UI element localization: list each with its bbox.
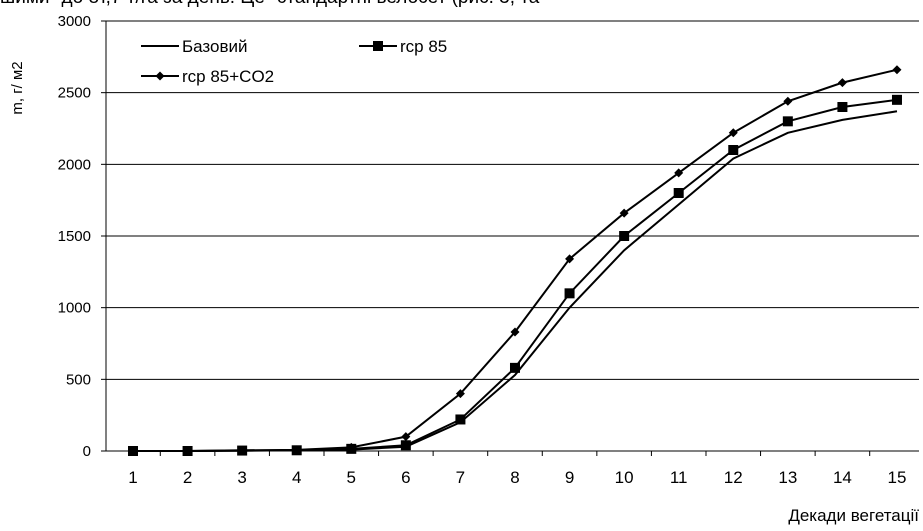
x-tick-label: 4 — [292, 468, 301, 487]
y-tick-label: 1000 — [58, 300, 91, 317]
x-tick-label: 10 — [615, 468, 634, 487]
data-point-diamond — [237, 445, 247, 455]
data-point-diamond — [728, 128, 738, 138]
y-tick-label: 2000 — [58, 156, 91, 173]
data-point-diamond — [346, 442, 356, 452]
data-point-square — [891, 94, 902, 105]
data-point-diamond — [183, 446, 193, 456]
x-tick-label: 13 — [778, 468, 797, 487]
data-point-square — [619, 231, 630, 241]
x-tick-label: 5 — [347, 468, 356, 487]
x-tick-label: 9 — [565, 468, 574, 487]
y-tick-label: 2500 — [58, 85, 91, 102]
x-tick-label: 14 — [833, 468, 852, 487]
gridlines — [106, 20, 919, 452]
y-tick-label: 3000 — [58, 13, 91, 30]
legend-marker — [155, 71, 165, 81]
x-tick-labels: 1 2 3 4 5 6 7 8 9 10 11 12 13 14 15 — [128, 468, 906, 487]
data-point-square — [509, 362, 520, 373]
x-tick-label: 6 — [401, 468, 410, 487]
axes — [101, 20, 871, 456]
series-line-2 — [133, 98, 898, 452]
y-axis-label: m, г/ м2 — [9, 61, 26, 114]
data-point-diamond — [128, 446, 138, 456]
series-line-3 — [133, 68, 898, 452]
x-tick-label: 7 — [456, 468, 465, 487]
data-point-diamond — [674, 168, 684, 178]
data-point-diamond — [401, 432, 411, 442]
y-tick-labels: 0 500 1000 1500 2000 2500 3000 — [58, 13, 91, 460]
data-point-square — [837, 102, 848, 112]
legend-label: rcp 85 — [400, 37, 447, 56]
data-point-square — [728, 145, 739, 155]
data-point-square — [673, 188, 684, 198]
series-line-1 — [133, 110, 898, 452]
data-point-diamond — [837, 78, 847, 88]
x-tick-label: 3 — [237, 468, 246, 487]
data-point-diamond — [292, 445, 302, 455]
x-tick-label: 11 — [670, 468, 688, 487]
data-point-diamond — [565, 254, 575, 264]
data-point-square — [455, 414, 466, 425]
data-point-square — [782, 116, 793, 127]
x-tick-label: 8 — [510, 468, 519, 487]
data-point-diamond — [892, 65, 902, 75]
y-tick-label: 500 — [66, 371, 91, 388]
y-tick-label: 0 — [83, 443, 91, 460]
legend-marker — [373, 41, 383, 51]
series-lines — [133, 68, 898, 452]
x-tick-label: 12 — [724, 468, 743, 487]
legend-label: Базовий — [182, 37, 248, 56]
data-point-square — [400, 440, 411, 451]
y-tick-label: 1500 — [58, 228, 91, 245]
data-point-diamond — [619, 208, 629, 218]
data-point-diamond — [455, 389, 465, 399]
x-tick-label: 1 — [128, 468, 137, 487]
x-tick-label: 2 — [183, 468, 192, 487]
data-point-square — [564, 288, 575, 299]
data-point-diamond — [783, 96, 793, 106]
data-point-diamond — [510, 327, 520, 337]
legend-label: rcp 85+CO2 — [182, 67, 274, 86]
x-tick-label: 15 — [888, 468, 907, 487]
series-markers — [128, 65, 902, 456]
legend: Базовий rcp 85 rcp 85+CO2 — [141, 37, 447, 86]
caption-fragment: шими" до 8т,7 т/га за день. Це "стандарт… — [0, 0, 539, 9]
x-axis-label: Декади вегетації — [788, 506, 919, 525]
